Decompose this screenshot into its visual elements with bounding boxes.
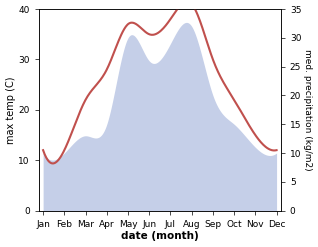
Y-axis label: med. precipitation (kg/m2): med. precipitation (kg/m2) [303, 49, 313, 171]
Y-axis label: max temp (C): max temp (C) [5, 76, 16, 144]
X-axis label: date (month): date (month) [121, 231, 199, 242]
